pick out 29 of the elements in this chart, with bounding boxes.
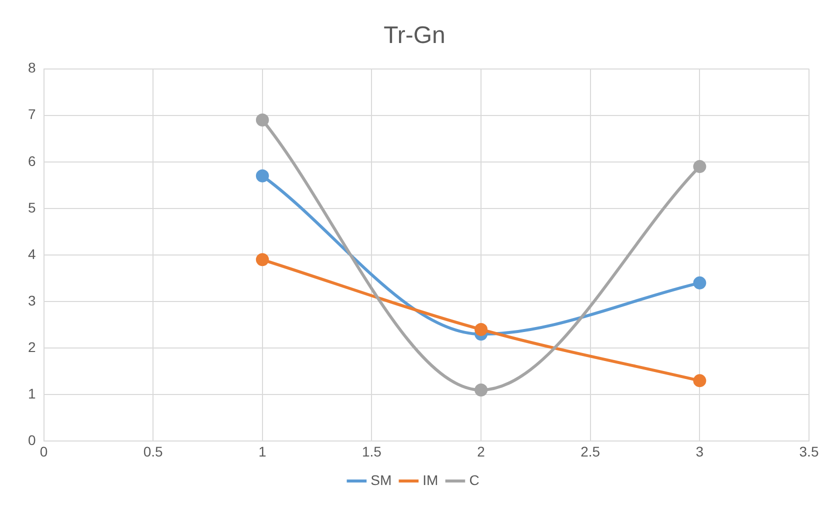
y-tick-label: 5: [28, 199, 36, 216]
legend-label: SM: [370, 472, 392, 488]
x-tick-label: 2.5: [580, 443, 600, 460]
y-tick-label: 7: [28, 106, 36, 122]
y-tick-label: 3: [28, 292, 36, 308]
point: [256, 169, 269, 182]
y-tick-label: 2: [28, 338, 36, 355]
point: [474, 322, 488, 336]
x-tick-label: 1.5: [362, 443, 382, 460]
legend-label: IM: [422, 472, 438, 488]
point: [256, 253, 269, 266]
y-tick-label: 8: [28, 60, 36, 76]
y-tick-label: 0: [28, 432, 36, 448]
x-tick-label: 1: [258, 443, 267, 460]
point: [256, 114, 269, 127]
point: [693, 276, 706, 290]
y-tick-label: 4: [28, 246, 36, 262]
legend-label: C: [469, 472, 480, 488]
x-tick-label: 0: [40, 443, 48, 460]
x-tick-label: 2: [477, 443, 486, 460]
y-tick-label: 6: [28, 152, 36, 169]
x-tick-label: 3: [696, 443, 704, 460]
x-tick-label: 3.5: [799, 443, 819, 460]
chart-title: Tr-Gn: [384, 22, 446, 50]
y-tick-label: 1: [28, 386, 36, 402]
x-tick-label: 0.5: [143, 443, 164, 460]
point: [474, 383, 488, 396]
point: [693, 374, 706, 388]
point: [693, 160, 706, 174]
